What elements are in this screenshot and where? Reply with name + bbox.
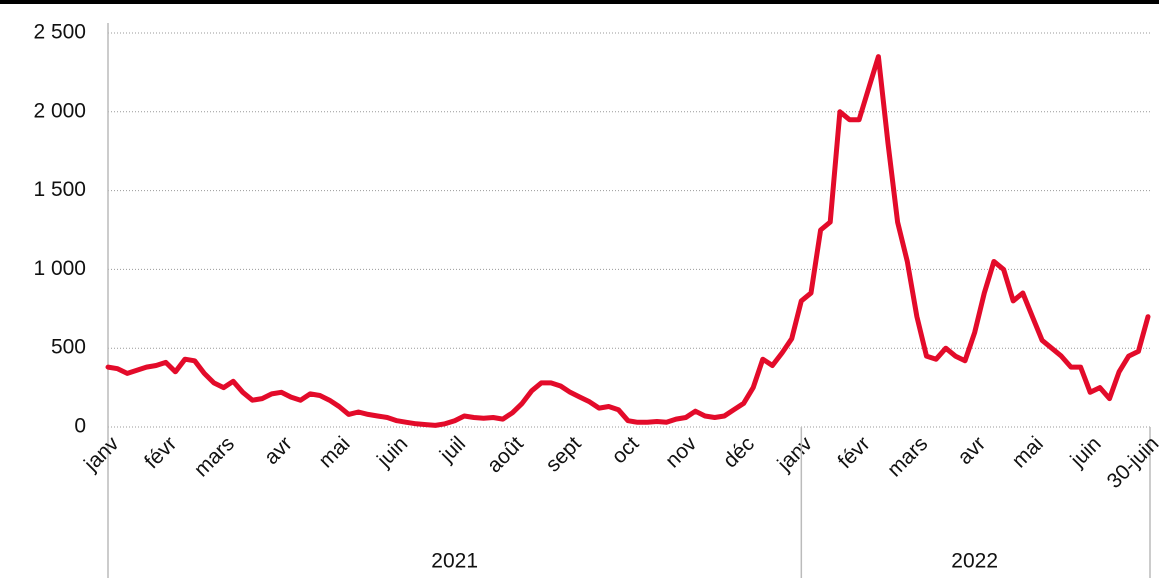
- x-tick-label: avr: [953, 432, 990, 469]
- x-tick-label: mai: [1008, 432, 1048, 472]
- y-tick-label: 500: [51, 336, 86, 359]
- x-tick-label: sept: [541, 432, 585, 476]
- x-tick-label: févr: [140, 432, 181, 473]
- y-tick-label: 2 500: [33, 21, 86, 44]
- x-tick-label: juin: [372, 432, 412, 472]
- x-tick-label: févr: [834, 432, 875, 473]
- x-tick-label: juin: [1066, 432, 1106, 472]
- y-tick-label: 0: [74, 415, 86, 438]
- year-label: 2021: [431, 550, 478, 573]
- y-tick-label: 1 000: [33, 257, 86, 280]
- x-tick-label: nov: [661, 432, 702, 473]
- x-tick-label: août: [483, 432, 528, 477]
- x-tick-label: mars: [883, 432, 932, 481]
- x-tick-label: janv: [79, 432, 124, 477]
- x-tick-label: juil: [435, 432, 470, 467]
- y-tick-label: 2 000: [33, 99, 86, 122]
- top-bar: [0, 0, 1159, 4]
- x-tick-label: mai: [314, 432, 354, 472]
- x-tick-label: déc: [719, 432, 759, 472]
- year-label: 2022: [951, 550, 998, 573]
- x-tick-label: janv: [773, 432, 818, 477]
- x-tick-label: avr: [260, 432, 297, 469]
- line-series: [105, 54, 1151, 428]
- x-tick-label: mars: [190, 432, 239, 481]
- x-tick-label: oct: [607, 432, 643, 468]
- y-tick-label: 1 500: [33, 178, 86, 201]
